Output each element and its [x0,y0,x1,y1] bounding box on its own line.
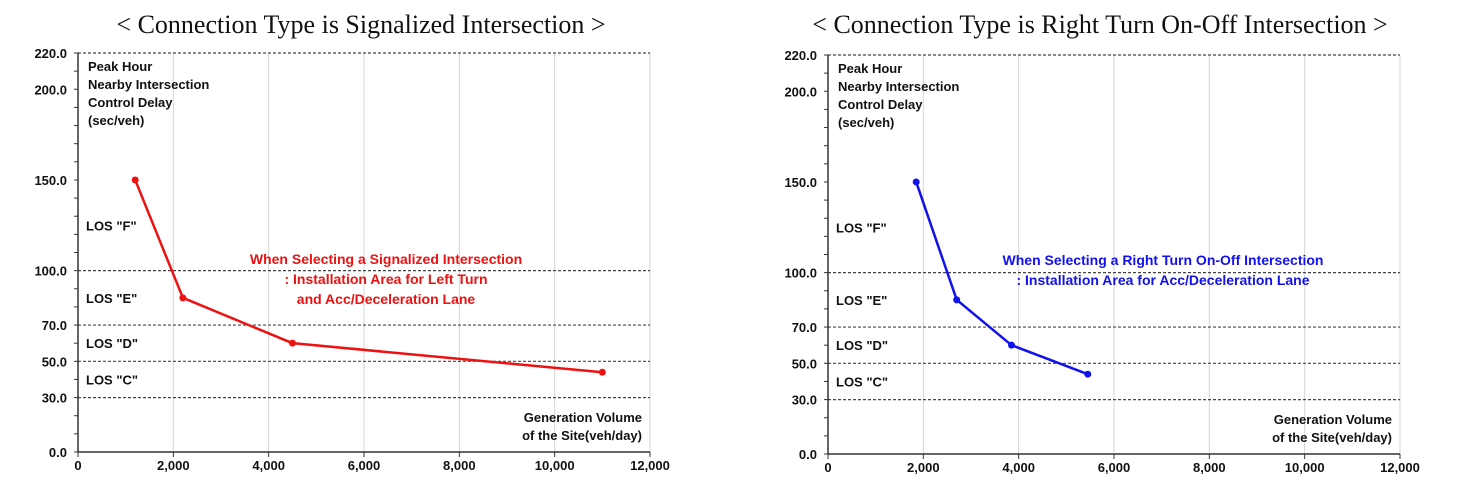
x-tick-label: 12,000 [1380,460,1420,475]
x-tick-label: 6,000 [348,458,381,473]
y-tick-label: 200.0 [784,84,817,99]
annotation-text: When Selecting a Right Turn On-Off Inter… [1003,252,1324,268]
los-label: LOS "F" [86,218,137,233]
los-label: LOS "E" [836,293,887,308]
annotation-text: and Acc/Deceleration Lane [297,291,476,307]
y-axis-label: Nearby Intersection [838,79,959,94]
y-axis-label: Nearby Intersection [88,77,209,92]
x-tick-label: 0 [824,460,831,475]
data-point [131,176,139,184]
x-tick-label: 4,000 [1002,460,1035,475]
chart-panel-1: < Connection Type is Signalized Intersec… [34,10,669,473]
chart-panel-2: < Connection Type is Right Turn On-Off I… [784,10,1419,475]
y-tick-label: 70.0 [792,320,817,335]
data-point [598,368,606,376]
y-tick-label: 50.0 [42,354,67,369]
data-point [953,296,961,304]
x-tick-label: 8,000 [1193,460,1226,475]
y-tick-label: 30.0 [42,391,67,406]
x-tick-label: 6,000 [1098,460,1131,475]
y-axis-label: Peak Hour [838,61,902,76]
y-tick-label: 70.0 [42,318,67,333]
x-axis-label: of the Site(veh/day) [522,428,642,443]
x-tick-label: 4,000 [252,458,285,473]
y-axis-label: Control Delay [838,97,923,112]
y-tick-label: 0.0 [49,445,67,460]
y-tick-label: 50.0 [792,356,817,371]
x-axis-label: of the Site(veh/day) [1272,430,1392,445]
y-axis-label: (sec/veh) [838,115,894,130]
y-tick-label: 0.0 [799,447,817,462]
y-tick-label: 200.0 [34,82,67,97]
los-label: LOS "C" [836,374,888,389]
data-point [1008,341,1016,349]
chart-title: < Connection Type is Right Turn On-Off I… [812,10,1387,39]
los-label: LOS "C" [86,372,138,387]
x-tick-label: 2,000 [907,460,940,475]
x-tick-label: 10,000 [535,458,575,473]
y-axis-label: Control Delay [88,95,173,110]
data-point [1084,370,1092,378]
los-label: LOS "F" [836,220,887,235]
los-label: LOS "E" [86,291,137,306]
y-tick-label: 220.0 [34,46,67,61]
series-line [915,181,1089,376]
y-tick-label: 30.0 [792,393,817,408]
y-tick-label: 100.0 [784,266,817,281]
y-tick-label: 220.0 [784,48,817,63]
chart-title: < Connection Type is Signalized Intersec… [116,10,605,39]
y-axis-label: (sec/veh) [88,113,144,128]
x-tick-label: 10,000 [1285,460,1325,475]
x-axis-label: Generation Volume [524,410,642,425]
annotation-text: When Selecting a Signalized Intersection [250,251,522,267]
los-label: LOS "D" [836,338,888,353]
y-tick-label: 150.0 [784,175,817,190]
x-tick-label: 2,000 [157,458,190,473]
data-point [179,294,187,302]
x-tick-label: 8,000 [443,458,476,473]
los-label: LOS "D" [86,336,138,351]
x-tick-label: 12,000 [630,458,670,473]
annotation-text: : Installation Area for Acc/Deceleration… [1016,272,1309,288]
y-tick-label: 100.0 [34,264,67,279]
annotation-text: : Installation Area for Left Turn [284,271,487,287]
data-point [912,178,920,186]
y-tick-label: 150.0 [34,173,67,188]
x-axis-label: Generation Volume [1274,412,1392,427]
data-point [289,339,296,347]
series-line [134,179,603,374]
y-axis-label: Peak Hour [88,59,152,74]
x-tick-label: 0 [74,458,81,473]
